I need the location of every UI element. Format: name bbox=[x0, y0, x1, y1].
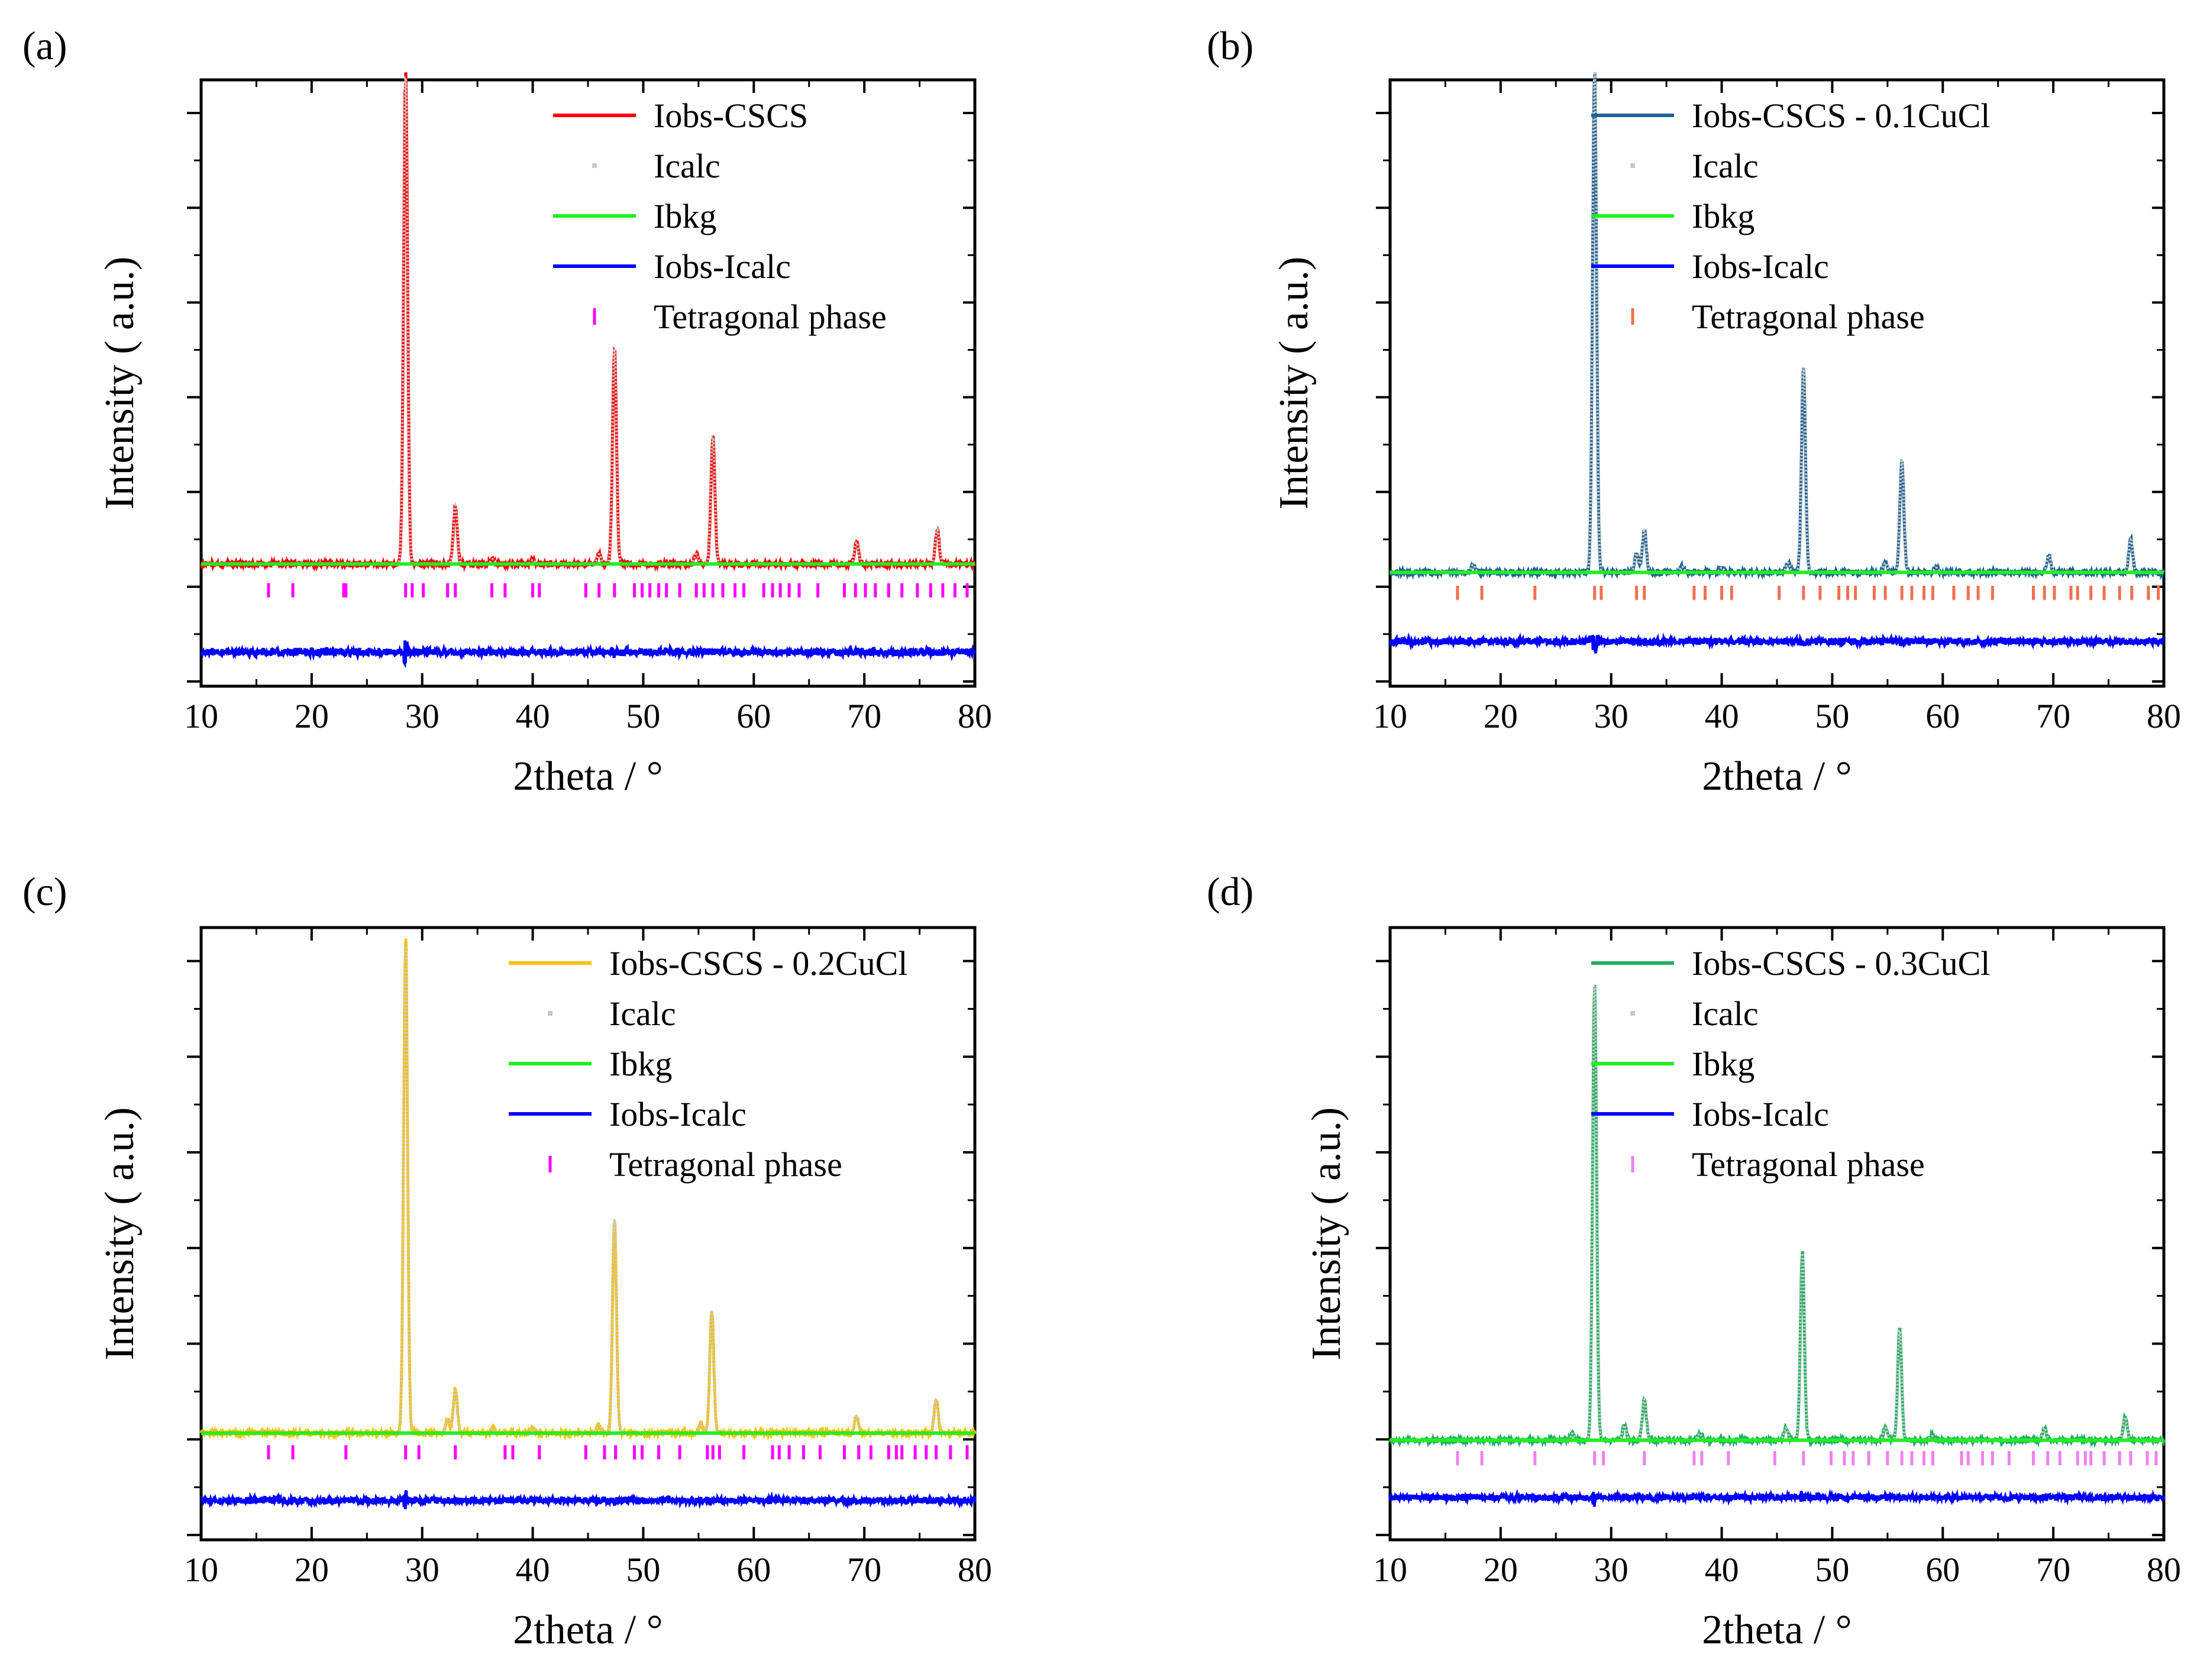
x-tick-label: 30 bbox=[1594, 1550, 1628, 1589]
panel-label: (a) bbox=[22, 23, 67, 68]
legend-entry: Ibkg bbox=[654, 197, 716, 235]
x-axis-title: 2theta / ° bbox=[1702, 754, 1852, 799]
x-tick-label: 80 bbox=[2147, 1550, 2181, 1589]
y-axis-title: Intensity ( a.u.) bbox=[97, 1107, 143, 1361]
x-tick-label: 60 bbox=[736, 1550, 771, 1589]
x-tick-label: 50 bbox=[1815, 1550, 1849, 1589]
legend-swatch-icalc bbox=[592, 163, 597, 168]
iobs-icalc-line bbox=[1389, 632, 2165, 654]
x-tick-label: 50 bbox=[626, 697, 660, 735]
x-tick-label: 70 bbox=[847, 697, 881, 735]
x-tick-label: 50 bbox=[1815, 697, 1849, 735]
legend-entry: Icalc bbox=[1692, 147, 1759, 185]
legend-entry: Icalc bbox=[1692, 994, 1759, 1033]
legend-entry: Tetragonal phase bbox=[654, 298, 887, 336]
x-tick-label: 50 bbox=[626, 1550, 660, 1589]
x-tick-label: 10 bbox=[1373, 697, 1407, 735]
iobs-line bbox=[199, 938, 977, 1441]
x-axis-title: 2theta / ° bbox=[513, 754, 663, 799]
y-axis-title: Intensity ( a.u.) bbox=[1271, 257, 1317, 510]
legend-entry: Iobs-CSCS - 0.1CuCl bbox=[1692, 96, 1990, 135]
legend: Iobs-CSCS - 0.2CuCl Icalc Ibkg Iobs-Icalc Te… bbox=[509, 944, 907, 1184]
panel-label: (d) bbox=[1207, 869, 1253, 914]
x-tick-label: 20 bbox=[1484, 1550, 1518, 1589]
iobs-line bbox=[1388, 984, 2166, 1448]
legend-entry: Icalc bbox=[609, 994, 676, 1033]
legend-entry: Ibkg bbox=[1692, 1045, 1754, 1083]
panel-label: (b) bbox=[1207, 23, 1253, 68]
legend-entry: Iobs-CSCS bbox=[654, 96, 808, 135]
x-axis-title: 2theta / ° bbox=[1702, 1607, 1852, 1653]
y-axis-title: Intensity ( a.u.) bbox=[1304, 1107, 1349, 1361]
x-tick-label: 80 bbox=[958, 1550, 992, 1589]
chart-panel-d: (d) 10 20 30 40 50 60 70 80 2theta / ° Intensity (… bbox=[1207, 869, 2181, 1653]
chart-panel-c: (c) 10 20 30 40 50 60 70 80 2theta / ° Intensity (… bbox=[22, 869, 992, 1653]
iobs-icalc-line bbox=[200, 640, 977, 668]
legend-entry: Iobs-Icalc bbox=[1692, 1095, 1829, 1133]
x-tick-label: 40 bbox=[1705, 697, 1739, 735]
x-tick-label: 10 bbox=[184, 697, 218, 735]
x-axis-title: 2theta / ° bbox=[513, 1607, 663, 1653]
x-tick-label: 70 bbox=[2036, 1550, 2070, 1589]
plot-frame bbox=[1388, 78, 2166, 688]
legend: Iobs-CSCS - 0.1CuCl Icalc Ibkg Iobs-Icalc Te… bbox=[1591, 96, 1990, 336]
x-tick-label: 60 bbox=[736, 697, 771, 735]
icalc-line bbox=[201, 945, 975, 1435]
legend-entry: Iobs-CSCS - 0.2CuCl bbox=[609, 944, 907, 983]
legend-swatch-icalc bbox=[548, 1011, 552, 1016]
iobs-icalc-line bbox=[1388, 1488, 2166, 1507]
y-axis-title: Intensity ( a.u.) bbox=[97, 257, 143, 510]
x-tick-label: 20 bbox=[295, 697, 329, 735]
icalc-line bbox=[1390, 984, 2164, 1442]
x-tick-label: 60 bbox=[1925, 1550, 1960, 1589]
plot-frame bbox=[199, 78, 977, 688]
legend-entry: Iobs-CSCS - 0.3CuCl bbox=[1692, 944, 1990, 983]
legend: Iobs-CSCS Icalc Ibkg Iobs-Icalc Tetragonal p… bbox=[553, 96, 887, 336]
chart-panel-a: (a) 10 20 30 40 50 60 70 80 2theta / ° Intensity (… bbox=[22, 23, 992, 799]
x-tick-label: 10 bbox=[1373, 1550, 1407, 1589]
x-tick-label: 30 bbox=[405, 697, 440, 735]
legend-entry: Iobs-Icalc bbox=[609, 1095, 747, 1133]
x-tick-label: 80 bbox=[2147, 697, 2181, 735]
legend-entry: Tetragonal phase bbox=[1692, 1145, 1925, 1184]
legend-entry: Iobs-Icalc bbox=[654, 247, 791, 286]
panel-label: (c) bbox=[22, 869, 67, 914]
chart-panel-b: (b) 10 20 30 40 50 60 70 80 2theta / ° Intensity (… bbox=[1207, 23, 2181, 799]
x-tick-label: 30 bbox=[1594, 697, 1628, 735]
legend-swatch-icalc bbox=[1630, 163, 1635, 168]
plot-frame bbox=[1388, 926, 2166, 1542]
iobs-icalc-line bbox=[200, 1490, 977, 1510]
x-tick-label: 40 bbox=[1705, 1550, 1739, 1589]
x-tick-label: 40 bbox=[516, 1550, 550, 1589]
x-tick-label: 30 bbox=[405, 1550, 440, 1589]
legend-entry: Ibkg bbox=[609, 1045, 672, 1083]
legend-entry: Tetragonal phase bbox=[1692, 298, 1925, 336]
legend-entry: Ibkg bbox=[1692, 197, 1754, 235]
x-tick-label: 20 bbox=[1484, 697, 1518, 735]
x-tick-label: 70 bbox=[847, 1550, 881, 1589]
legend-entry: Tetragonal phase bbox=[609, 1145, 842, 1184]
legend-entry: Iobs-Icalc bbox=[1692, 247, 1829, 286]
x-tick-label: 40 bbox=[516, 697, 550, 735]
x-tick-label: 20 bbox=[295, 1550, 329, 1589]
x-tick-label: 70 bbox=[2036, 697, 2070, 735]
legend: Iobs-CSCS - 0.3CuCl Icalc Ibkg Iobs-Icalc Te… bbox=[1591, 944, 1990, 1184]
x-tick-label: 10 bbox=[184, 1550, 218, 1589]
x-tick-label: 60 bbox=[1925, 697, 1960, 735]
legend-entry: Icalc bbox=[654, 147, 720, 185]
x-tick-label: 80 bbox=[958, 697, 992, 735]
legend-swatch-icalc bbox=[1630, 1011, 1635, 1016]
